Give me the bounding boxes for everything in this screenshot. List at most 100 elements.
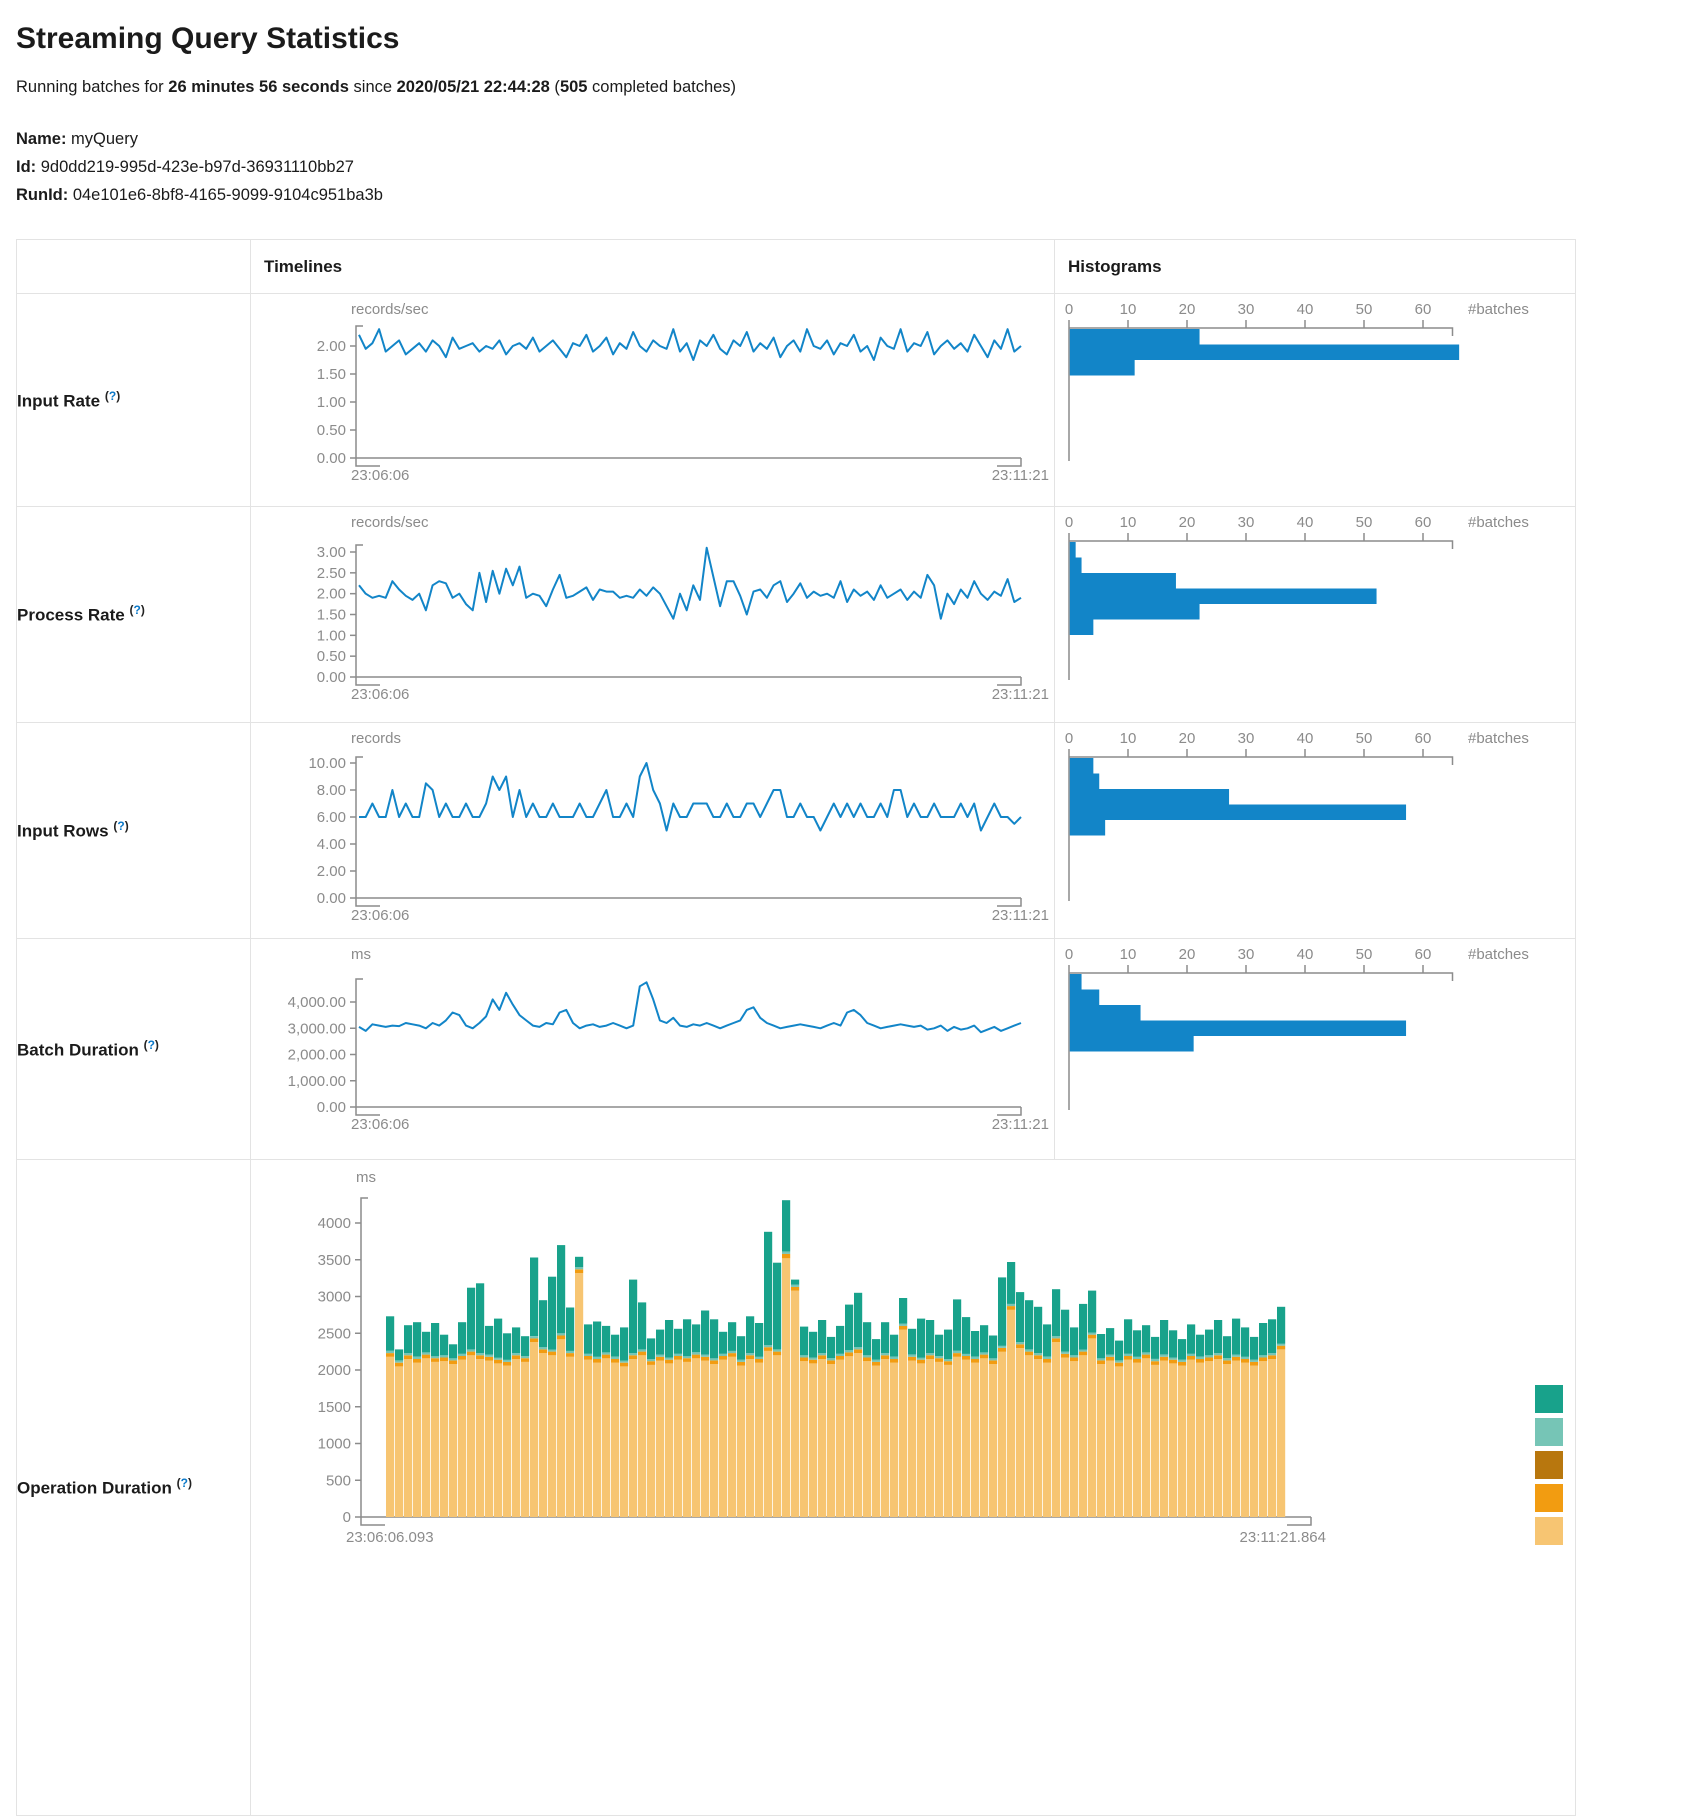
query-name-label: Name: (16, 130, 67, 148)
svg-text:60: 60 (1415, 730, 1432, 747)
svg-text:1.50: 1.50 (317, 366, 346, 383)
process-rate-help-icon[interactable]: (?) (129, 603, 144, 617)
query-id-line: Id: 9d0dd219-995d-423e-b97d-36931110bb27 (16, 153, 1677, 181)
query-id-value: 9d0dd219-995d-423e-b97d-36931110bb27 (36, 158, 354, 176)
svg-text:23:06:06: 23:06:06 (351, 907, 409, 924)
query-name-line: Name: myQuery (16, 125, 1677, 153)
svg-text:40: 40 (1297, 301, 1314, 318)
process-rate-label-text: Process Rate (17, 605, 125, 625)
svg-text:0: 0 (1065, 730, 1073, 747)
svg-text:#batches: #batches (1468, 730, 1529, 747)
svg-text:4,000.00: 4,000.00 (288, 994, 346, 1011)
running-batches-summary: Running batches for 26 minutes 56 second… (16, 78, 1677, 97)
svg-text:50: 50 (1356, 730, 1373, 747)
svg-text:23:11:21.864: 23:11:21.864 (1240, 1529, 1326, 1546)
input-rows-histogram-chart[interactable]: 0 10 20 30 40 50 60 #batches (1055, 723, 1575, 938)
query-runid-label: RunId: (16, 186, 69, 204)
svg-text:23:06:06: 23:06:06 (351, 467, 409, 484)
svg-text:4000: 4000 (318, 1215, 351, 1232)
query-id-label: Id: (16, 158, 37, 176)
process-rate-label: Process Rate (?) (16, 506, 251, 723)
histograms-column-header: Histograms (1054, 239, 1576, 294)
svg-text:1.00: 1.00 (317, 627, 346, 644)
svg-text:10: 10 (1120, 301, 1137, 318)
query-runid-value: 04e101e6-8bf8-4165-9099-9104c951ba3b (68, 186, 383, 204)
svg-text:20: 20 (1179, 946, 1196, 963)
svg-text:0.00: 0.00 (317, 1099, 346, 1116)
help-question-mark: ? (133, 603, 141, 618)
svg-text:1500: 1500 (318, 1399, 351, 1416)
input-rows-timeline-chart[interactable]: records 10.00 8.00 6.00 4.00 2.00 0.00 23:06:06… (251, 723, 1054, 938)
process-rate-timeline-chart[interactable]: records/sec 3.00 2.50 2.00 1.50 1.00 0.50 0.00 2… (251, 507, 1054, 722)
svg-text:3000: 3000 (318, 1289, 351, 1306)
svg-text:500: 500 (326, 1472, 351, 1489)
process-rate-histogram-chart[interactable]: 0 10 20 30 40 50 60 #batches (1055, 507, 1575, 722)
svg-text:2000: 2000 (318, 1362, 351, 1379)
help-question-mark: ? (147, 1037, 155, 1052)
svg-text:2.50: 2.50 (317, 565, 346, 582)
help-paren-open: ( (113, 819, 118, 834)
svg-text:23:06:06: 23:06:06 (351, 686, 409, 703)
summary-suffix: completed batches) (587, 78, 737, 96)
operation-duration-stacked-chart[interactable]: ms 4000 3500 3000 2500 2000 1500 1000 500 0 23:06:… (251, 1160, 1575, 1815)
svg-text:ms: ms (356, 1169, 376, 1186)
svg-text:#batches: #batches (1468, 301, 1529, 318)
svg-text:10: 10 (1120, 514, 1137, 531)
svg-text:30: 30 (1238, 730, 1255, 747)
svg-text:23:06:06: 23:06:06 (351, 1116, 409, 1133)
batch-duration-help-icon[interactable]: (?) (144, 1038, 159, 1052)
svg-text:2,000.00: 2,000.00 (288, 1047, 346, 1064)
svg-text:50: 50 (1356, 301, 1373, 318)
svg-text:1,000.00: 1,000.00 (288, 1073, 346, 1090)
svg-text:10: 10 (1120, 730, 1137, 747)
help-paren-open: ( (104, 388, 109, 403)
svg-text:50: 50 (1356, 514, 1373, 531)
svg-text:records: records (351, 730, 401, 747)
input-rate-timeline-chart[interactable]: records/sec 2.00 1.50 1.00 0.50 0.00 23:06:06 2… (251, 294, 1054, 506)
svg-text:20: 20 (1179, 730, 1196, 747)
svg-text:50: 50 (1356, 946, 1373, 963)
summary-mid: since (348, 78, 397, 96)
svg-text:8.00: 8.00 (317, 782, 346, 799)
page-title: Streaming Query Statistics (16, 22, 400, 55)
svg-text:ms: ms (351, 946, 371, 963)
svg-text:60: 60 (1415, 946, 1432, 963)
help-paren-close: ) (187, 1476, 192, 1491)
svg-text:records/sec: records/sec (351, 514, 429, 531)
input-rate-label-text: Input Rate (17, 391, 101, 411)
svg-text:23:11:21: 23:11:21 (992, 907, 1049, 924)
input-rows-row: Input Rows (?) records 10.00 8.00 6.00 4.00 2… (16, 722, 1576, 939)
svg-text:2500: 2500 (318, 1325, 351, 1342)
operation-duration-label-text: Operation Duration (17, 1478, 172, 1498)
completed-batches-count: 505 (559, 78, 588, 96)
help-paren-open: ( (143, 1037, 148, 1052)
operation-duration-help-icon[interactable]: (?) (177, 1476, 192, 1490)
svg-text:30: 30 (1238, 301, 1255, 318)
batch-duration-histogram-chart[interactable]: 0 10 20 30 40 50 60 #batches (1055, 939, 1575, 1159)
svg-text:20: 20 (1179, 514, 1196, 531)
batch-duration-timeline-chart[interactable]: ms 4,000.00 3,000.00 2,000.00 1,000.00 0.00 23… (251, 939, 1054, 1159)
running-duration: 26 minutes 56 seconds (168, 78, 349, 96)
svg-text:23:06:06.093: 23:06:06.093 (346, 1529, 434, 1546)
input-rate-histogram-chart[interactable]: 0 10 20 30 40 50 60 #batches (1055, 294, 1575, 506)
svg-text:2.00: 2.00 (317, 586, 346, 603)
table-header-row: Timelines Histograms (16, 239, 1576, 294)
svg-text:23:11:21: 23:11:21 (992, 467, 1049, 484)
input-rows-label: Input Rows (?) (16, 722, 251, 939)
svg-text:1.50: 1.50 (317, 607, 346, 624)
help-paren-open: ( (129, 603, 134, 618)
input-rate-help-icon[interactable]: (?) (105, 389, 120, 403)
svg-text:3500: 3500 (318, 1252, 351, 1269)
svg-text:1.00: 1.00 (317, 394, 346, 411)
help-paren-close: ) (140, 603, 145, 618)
svg-text:10: 10 (1120, 946, 1137, 963)
operation-duration-row: Operation Duration (?) ms 4000 3500 3000 250… (16, 1159, 1576, 1816)
svg-text:3,000.00: 3,000.00 (288, 1020, 346, 1037)
svg-text:records/sec: records/sec (351, 301, 429, 318)
svg-text:0: 0 (1065, 514, 1073, 531)
svg-text:0.50: 0.50 (317, 422, 346, 439)
help-question-mark: ? (117, 819, 125, 834)
input-rows-help-icon[interactable]: (?) (113, 819, 128, 833)
help-paren-open: ( (176, 1476, 181, 1491)
batch-duration-row: Batch Duration (?) ms 4,000.00 3,000.00 2,0… (16, 938, 1576, 1160)
